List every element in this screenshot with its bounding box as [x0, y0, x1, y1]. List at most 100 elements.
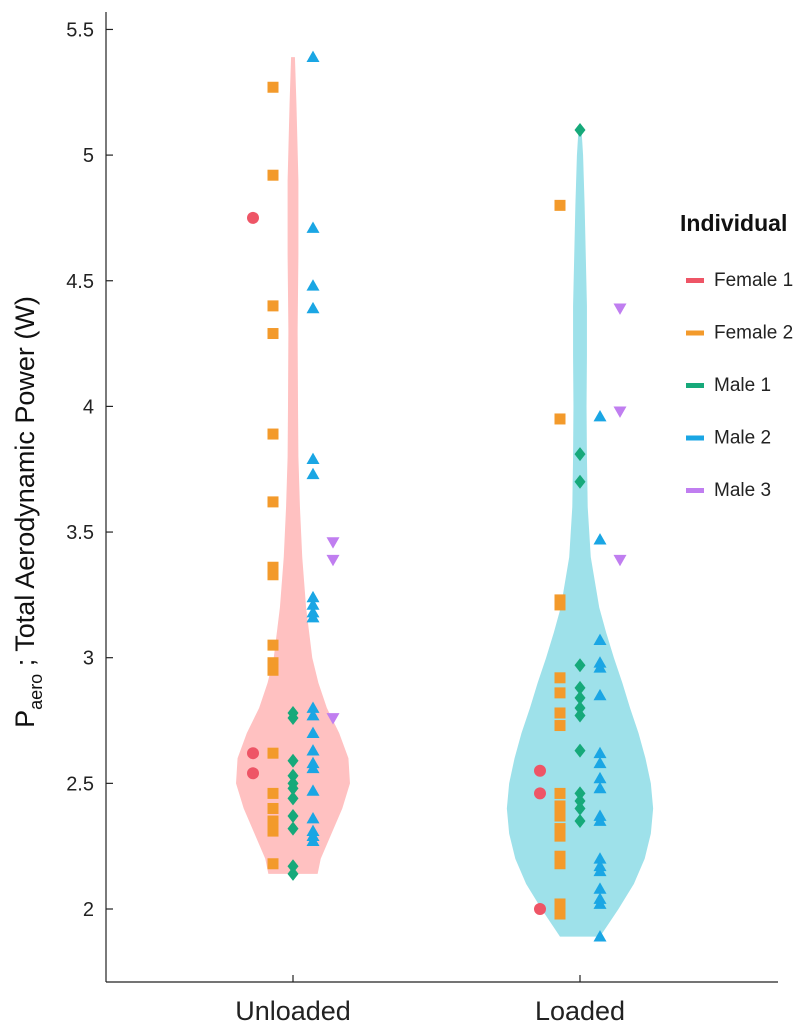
violin-unloaded: [236, 57, 350, 874]
point-unloaded-male-2: [306, 598, 320, 610]
point-unloaded-female-2: [267, 428, 279, 440]
point-loaded-male-2: [593, 882, 607, 894]
point-loaded-male-2: [593, 814, 607, 826]
point-unloaded-female-1: [247, 747, 259, 760]
point-unloaded-female-2: [267, 328, 279, 340]
point-loaded-male-2: [593, 756, 607, 769]
point-loaded-female-2: [554, 599, 566, 611]
axes: [105, 12, 778, 983]
point-unloaded-male-2: [306, 784, 320, 796]
point-loaded-male-2: [593, 409, 607, 422]
point-unloaded-female-2: [267, 300, 279, 312]
point-loaded-female-2: [554, 707, 566, 719]
x-tick-label-unloaded: Unloaded: [235, 996, 351, 1024]
point-unloaded-female-2: [267, 639, 279, 651]
violins: [236, 57, 654, 937]
y-ticks: 2 2.5 3 3.5 4 4.5 5 5.5: [66, 19, 113, 921]
point-unloaded-female-2: [267, 664, 279, 676]
y-axis-label-rest: ; Total Aerodynamic Power (W): [10, 296, 40, 674]
y-tick-label: 5: [83, 145, 94, 167]
point-unloaded-male-2: [306, 701, 320, 713]
point-loaded-male-2: [593, 661, 607, 673]
x-tick-label-loaded: Loaded: [535, 996, 625, 1024]
legend-title: Individual: [680, 210, 787, 236]
point-unloaded-female-1: [247, 767, 259, 780]
point-loaded-female-2: [554, 858, 566, 870]
point-unloaded-male-1: [287, 768, 299, 783]
legend-label-male-3: Male 3: [714, 480, 771, 501]
point-unloaded-male-1: [287, 753, 299, 768]
point-loaded-female-2: [554, 850, 566, 862]
point-loaded-female-2: [554, 672, 566, 684]
point-loaded-male-1: [574, 680, 586, 695]
point-unloaded-female-2: [267, 569, 279, 581]
point-unloaded-male-2: [306, 726, 320, 738]
point-unloaded-male-2: [306, 452, 320, 465]
y-axis-label: Paero ; Total Aerodynamic Power (W): [10, 296, 46, 728]
point-loaded-male-2: [593, 852, 607, 864]
legend-label-female-1: Female 1: [714, 270, 793, 291]
point-unloaded-female-2: [267, 747, 279, 759]
point-loaded-male-1: [574, 447, 586, 462]
point-unloaded-male-2: [306, 221, 320, 233]
point-loaded-female-2: [554, 413, 566, 425]
point-unloaded-male-1: [287, 809, 299, 824]
point-unloaded-male-2: [306, 708, 320, 721]
point-loaded-female-2: [554, 800, 566, 812]
point-unloaded-male-2: [306, 834, 320, 847]
point-loaded-female-2: [554, 787, 566, 799]
point-loaded-male-1: [574, 658, 586, 673]
point-loaded-male-2: [593, 771, 607, 784]
point-unloaded-male-2: [306, 744, 320, 756]
point-unloaded-male-2: [306, 610, 320, 623]
point-loaded-male-2: [593, 633, 607, 645]
point-unloaded-male-1: [287, 859, 299, 874]
point-loaded-male-2: [593, 864, 607, 877]
point-unloaded-male-2: [306, 812, 320, 824]
point-unloaded-female-2: [267, 802, 279, 814]
y-tick-label: 4: [83, 396, 94, 418]
y-tick-label: 3: [83, 648, 94, 670]
point-unloaded-male-3: [326, 713, 340, 725]
point-unloaded-male-2: [306, 301, 320, 314]
point-unloaded-male-1: [287, 866, 299, 881]
y-axis-label-main: P: [10, 710, 40, 728]
point-unloaded-female-2: [267, 81, 279, 93]
point-loaded-male-1: [574, 700, 586, 715]
point-loaded-male-2: [593, 688, 607, 701]
point-unloaded-male-2: [306, 50, 320, 62]
y-tick-label: 2: [83, 899, 94, 921]
point-loaded-male-1: [574, 814, 586, 829]
point-loaded-female-2: [554, 720, 566, 732]
point-loaded-female-1: [534, 787, 546, 800]
point-unloaded-female-2: [267, 858, 279, 870]
point-loaded-female-1: [534, 903, 546, 915]
point-loaded-male-1: [574, 474, 586, 489]
point-unloaded-female-2: [267, 787, 279, 799]
legend: Individual Female 1 Female 2 Male 1 Male 2 M…: [680, 210, 793, 501]
point-unloaded-female-2: [267, 657, 279, 669]
legend-swatch-male-1: [686, 383, 704, 388]
point-loaded-female-2: [554, 687, 566, 699]
point-unloaded-male-2: [306, 279, 320, 291]
point-loaded-female-2: [554, 830, 566, 842]
x-ticks: Unloaded Loaded: [235, 975, 625, 1024]
point-unloaded-male-3: [326, 537, 340, 549]
violin-loaded: [506, 129, 654, 937]
point-loaded-male-2: [593, 897, 607, 909]
point-loaded-male-1: [574, 122, 586, 137]
point-loaded-male-2: [593, 781, 607, 794]
point-loaded-male-1: [574, 801, 586, 816]
point-unloaded-male-2: [306, 467, 320, 480]
legend-label-male-1: Male 1: [714, 375, 771, 396]
point-loaded-male-1: [574, 793, 586, 808]
point-loaded-male-3: [613, 303, 627, 315]
point-unloaded-female-1: [247, 211, 259, 224]
point-loaded-female-2: [554, 199, 566, 211]
legend-swatch-female-2: [686, 330, 704, 336]
point-loaded-male-2: [593, 533, 607, 545]
point-loaded-male-1: [574, 690, 586, 705]
legend-label-female-2: Female 2: [714, 323, 793, 344]
point-unloaded-female-2: [267, 496, 279, 508]
point-unloaded-male-2: [306, 590, 320, 603]
